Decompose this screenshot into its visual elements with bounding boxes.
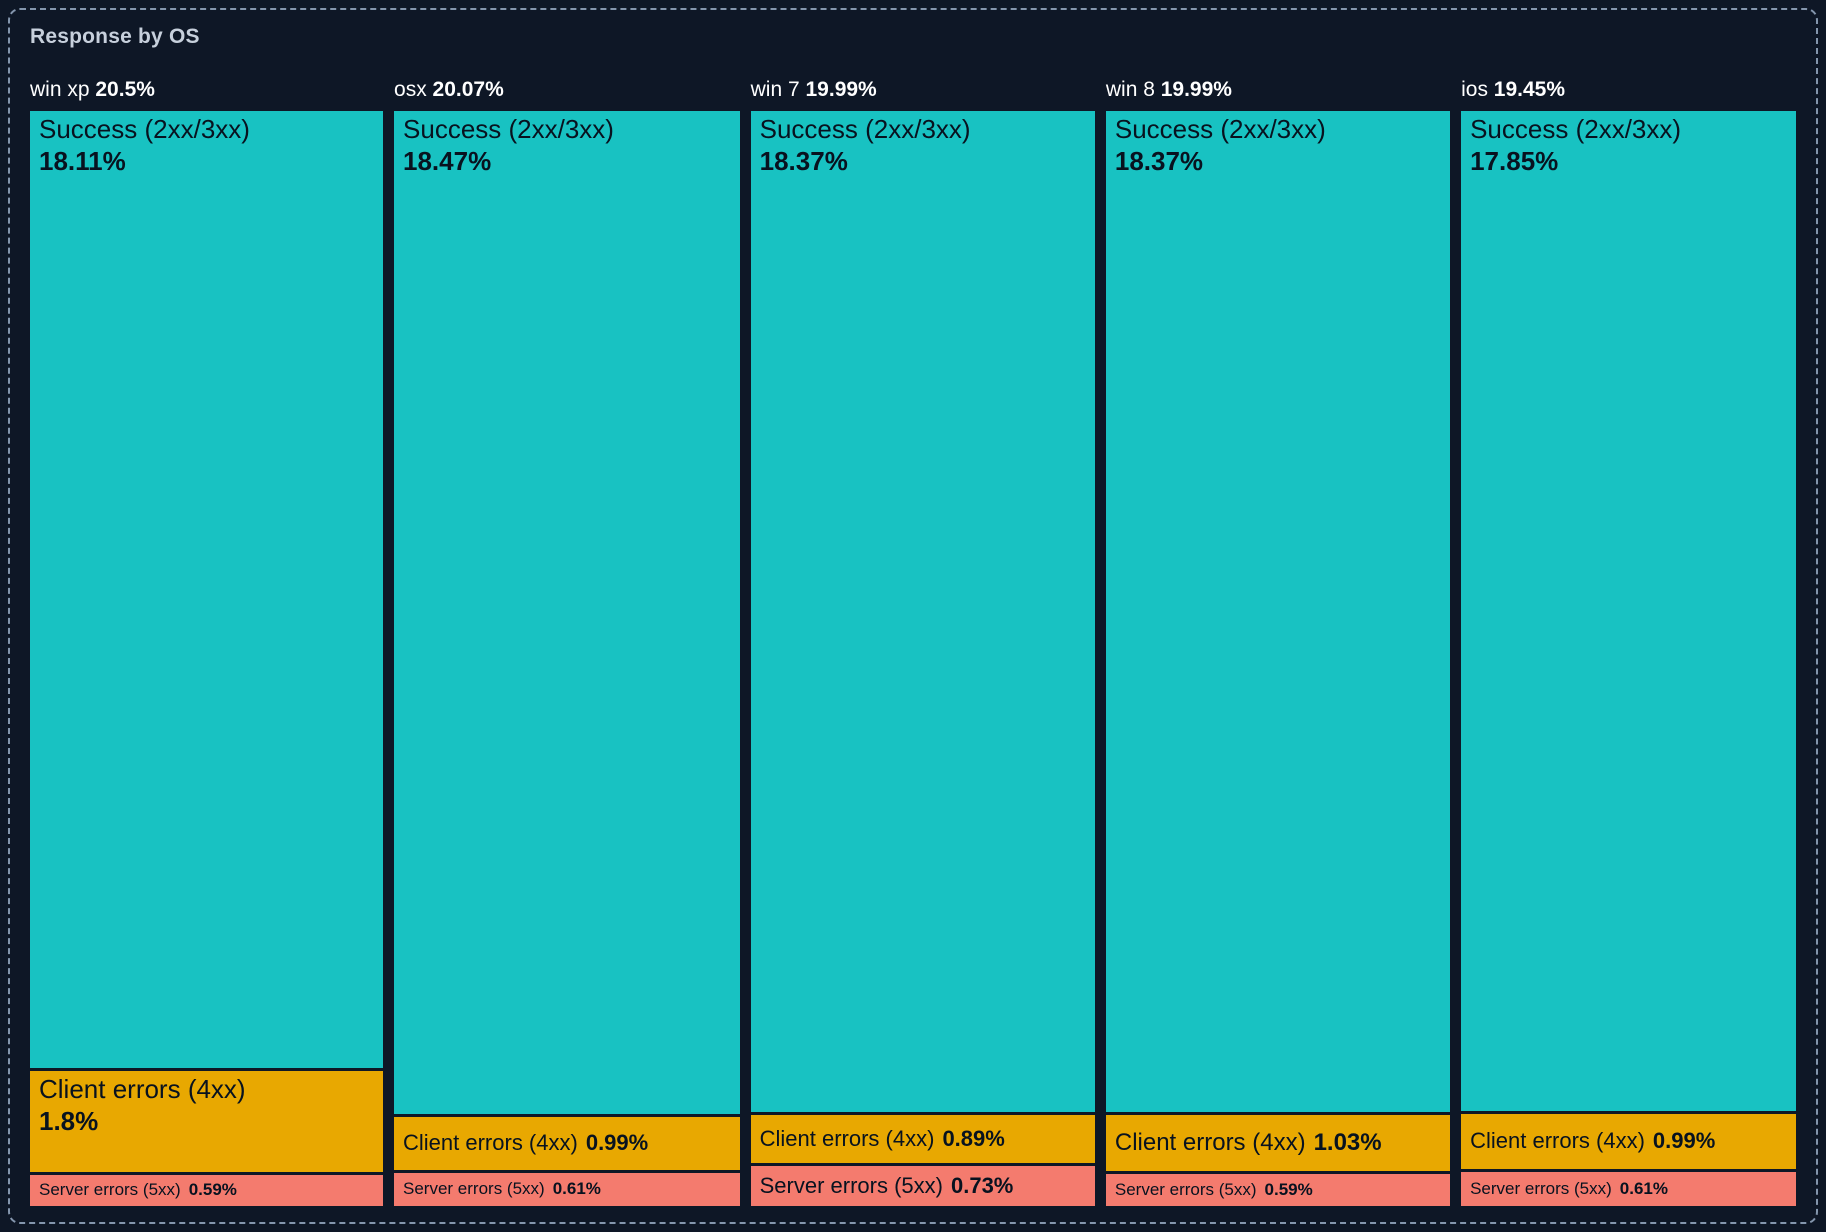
os-label: win xp <box>30 78 90 101</box>
segment-value: 0.89% <box>942 1126 1005 1152</box>
segment-value: 1.03% <box>1313 1128 1382 1156</box>
os-label: win 7 <box>750 78 800 101</box>
segment-label: Client errors (4xx) <box>39 1074 246 1105</box>
segment-server[interactable]: Server errors (5xx) 0.59% <box>30 1175 384 1206</box>
segment-label: Server errors (5xx) <box>1114 1179 1257 1199</box>
treemap-column-win-xp: win xp 20.5% Success (2xx/3xx) 18.11% Cl… <box>30 76 384 1206</box>
column-header: ios 19.45% <box>1461 76 1796 104</box>
segment-value: 0.59% <box>1264 1179 1313 1199</box>
segment-value: 17.85% <box>1470 145 1559 176</box>
os-share-value: 20.07% <box>432 78 504 101</box>
os-share-value: 19.99% <box>805 78 877 101</box>
segment-label: Server errors (5xx) <box>39 1180 181 1200</box>
response-by-os-panel: Response by OS win xp 20.5% Success (2xx… <box>8 8 1818 1224</box>
segment-label: Client errors (4xx) <box>759 1126 935 1152</box>
segment-client[interactable]: Client errors (4xx) 0.89% <box>750 1115 1095 1164</box>
segment-label: Success (2xx/3xx) <box>39 114 250 144</box>
os-label: ios <box>1461 78 1488 101</box>
segment-label: Success (2xx/3xx) <box>403 114 614 144</box>
os-label: osx <box>394 78 427 101</box>
segment-success[interactable]: Success (2xx/3xx) 18.47% <box>394 111 740 1114</box>
os-label: win 8 <box>1105 78 1155 101</box>
os-share-value: 19.99% <box>1160 78 1232 101</box>
segment-success[interactable]: Success (2xx/3xx) 18.11% <box>30 111 384 1069</box>
segment-value: 0.61% <box>1619 1178 1668 1198</box>
segment-label: Client errors (4xx) <box>1114 1128 1306 1156</box>
os-share-value: 20.5% <box>95 78 155 101</box>
treemap-column-ios: ios 19.45% Success (2xx/3xx) 17.85% Clie… <box>1461 76 1797 1206</box>
segment-label: Success (2xx/3xx) <box>759 114 971 144</box>
column-segments: Success (2xx/3xx) 18.37% Client errors (… <box>750 111 1095 1206</box>
column-segments: Success (2xx/3xx) 18.37% Client errors (… <box>1105 111 1451 1206</box>
segment-value: 18.11% <box>39 145 126 176</box>
column-header: win xp 20.5% <box>30 76 383 104</box>
segment-value: 0.99% <box>585 1130 649 1156</box>
segment-label: Server errors (5xx) <box>759 1173 943 1199</box>
treemap-column-win-8: win 8 19.99% Success (2xx/3xx) 18.37% Cl… <box>1105 76 1451 1206</box>
panel-title: Response by OS <box>30 25 200 48</box>
segment-server[interactable]: Server errors (5xx) 0.61% <box>394 1173 740 1206</box>
segment-value: 18.47% <box>403 145 492 176</box>
segment-client[interactable]: Client errors (4xx) 0.99% <box>394 1116 740 1171</box>
segment-client[interactable]: Client errors (4xx) 1.03% <box>1105 1115 1451 1172</box>
segment-label: Client errors (4xx) <box>1470 1128 1645 1154</box>
segment-success[interactable]: Success (2xx/3xx) 17.85% <box>1461 111 1797 1111</box>
segment-server[interactable]: Server errors (5xx) 0.73% <box>750 1166 1095 1206</box>
segment-success[interactable]: Success (2xx/3xx) 18.37% <box>1105 111 1451 1113</box>
segment-value: 18.37% <box>759 145 848 176</box>
segment-label: Success (2xx/3xx) <box>1114 114 1326 144</box>
segment-client[interactable]: Client errors (4xx) 1.8% <box>30 1071 384 1172</box>
segment-value: 0.59% <box>188 1180 237 1200</box>
treemap-column-win-7: win 7 19.99% Success (2xx/3xx) 18.37% Cl… <box>750 76 1095 1206</box>
segment-client[interactable]: Client errors (4xx) 0.99% <box>1461 1113 1797 1170</box>
column-header: win 7 19.99% <box>751 76 1095 104</box>
segment-value: 18.37% <box>1114 145 1204 176</box>
column-segments: Success (2xx/3xx) 17.85% Client errors (… <box>1461 111 1797 1206</box>
segment-server[interactable]: Server errors (5xx) 0.61% <box>1461 1172 1797 1206</box>
segment-label: Server errors (5xx) <box>1470 1178 1612 1198</box>
column-header: osx 20.07% <box>394 76 740 104</box>
column-segments: Success (2xx/3xx) 18.11% Client errors (… <box>30 111 384 1206</box>
segment-success[interactable]: Success (2xx/3xx) 18.37% <box>750 111 1095 1113</box>
os-share-value: 19.45% <box>1493 78 1566 101</box>
segment-value: 1.8% <box>39 1106 99 1137</box>
segment-value: 0.73% <box>950 1173 1014 1199</box>
treemap-chart: win xp 20.5% Success (2xx/3xx) 18.11% Cl… <box>30 76 1797 1206</box>
segment-server[interactable]: Server errors (5xx) 0.59% <box>1105 1174 1451 1206</box>
segment-label: Success (2xx/3xx) <box>1470 114 1682 144</box>
segment-label: Server errors (5xx) <box>403 1179 545 1199</box>
segment-value: 0.61% <box>552 1179 601 1199</box>
column-header: win 8 19.99% <box>1106 76 1450 104</box>
segment-label: Client errors (4xx) <box>403 1130 578 1156</box>
column-segments: Success (2xx/3xx) 18.47% Client errors (… <box>394 111 740 1206</box>
segment-value: 0.99% <box>1652 1128 1716 1154</box>
treemap-column-osx: osx 20.07% Success (2xx/3xx) 18.47% Clie… <box>394 76 740 1206</box>
